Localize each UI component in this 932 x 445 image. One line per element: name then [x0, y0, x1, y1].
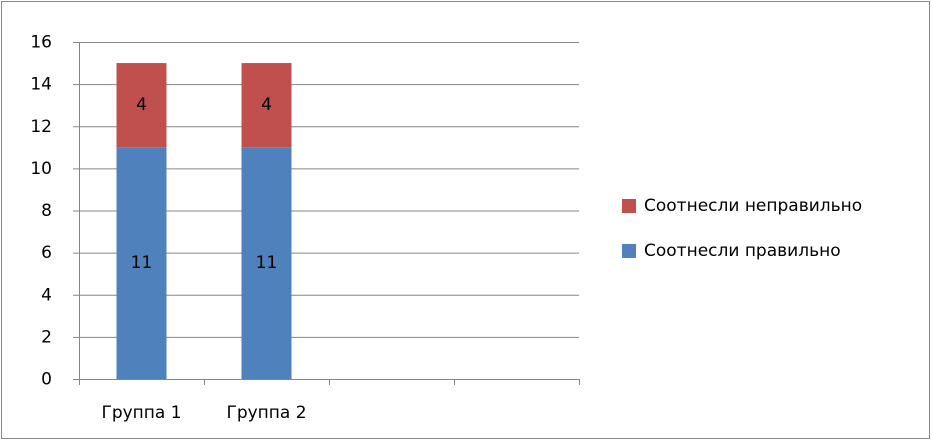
legend-swatch	[622, 244, 636, 258]
y-tick-label: 2	[41, 327, 52, 347]
bar-segment	[116, 63, 167, 148]
bar-segment	[116, 147, 167, 379]
y-tick-label: 14	[30, 75, 52, 95]
y-tick-label: 0	[41, 370, 52, 390]
y-tick-label: 10	[30, 159, 52, 179]
y-tick-label: 12	[30, 117, 52, 137]
x-tick-label: Группа 1	[101, 403, 181, 423]
bar-segment	[241, 63, 292, 148]
legend-swatch	[622, 199, 636, 213]
x-tick-label: Группа 2	[226, 403, 306, 423]
data-label: 4	[261, 95, 272, 115]
y-tick-label: 6	[41, 243, 52, 263]
data-label: 11	[256, 253, 278, 273]
bar-segment	[241, 147, 292, 379]
data-label: 4	[136, 95, 147, 115]
y-tick-label: 16	[30, 33, 52, 53]
y-tick-label: 8	[41, 201, 52, 221]
legend-label: Соотнесли неправильно	[644, 196, 862, 216]
data-label: 11	[131, 253, 153, 273]
legend-label: Соотнесли правильно	[644, 241, 841, 261]
y-tick-label: 4	[41, 285, 52, 305]
